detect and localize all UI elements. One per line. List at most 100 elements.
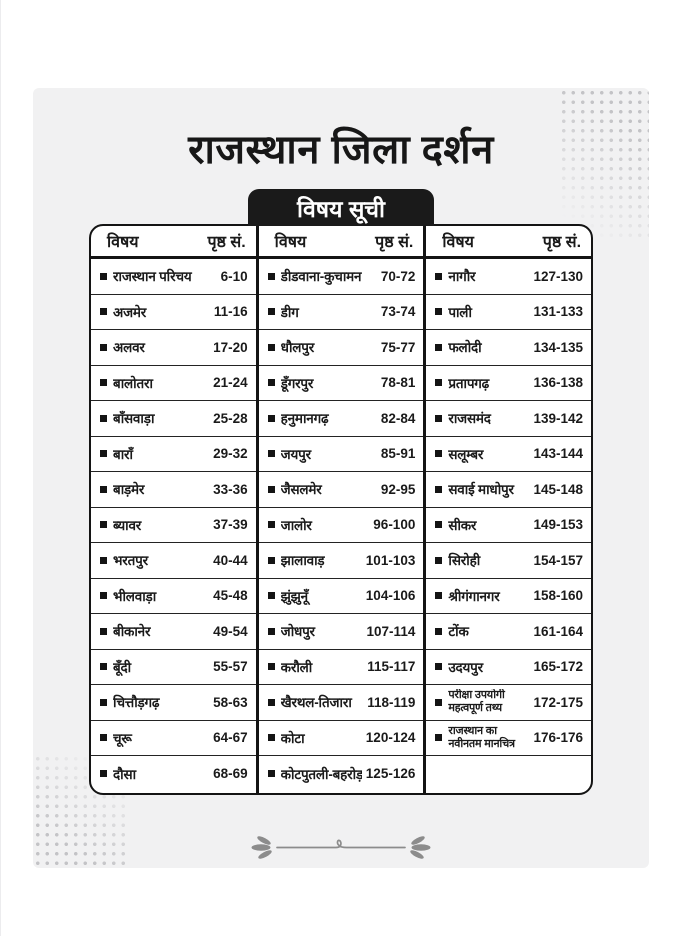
bullet-square-icon <box>100 272 107 280</box>
toc-topic: जोधपुर <box>280 624 315 640</box>
toc-pages: 25-28 <box>213 410 248 426</box>
toc-pages: 96-100 <box>373 517 416 533</box>
toc-row: चित्तौड़गढ़ 58-63 <box>91 685 256 721</box>
toc-row: धौलपुर 75-77 <box>258 330 424 366</box>
bullet-square-icon <box>100 450 107 458</box>
toc-pages: 134-135 <box>533 339 584 355</box>
toc-heading-label: विषय सूची <box>297 195 385 222</box>
toc-pages: 82-84 <box>380 410 416 426</box>
toc-topic: सलूम्बर <box>448 446 484 462</box>
toc-topic: बूँदी <box>113 659 131 675</box>
toc-column-2: विषय पृष्ठ सं. डीडवाना-कुचामन 70-72 डीग 73-… <box>255 226 424 793</box>
toc-column-3: विषय पृष्ठ सं. नागौर 127-130 पाली 131-133 फल… <box>423 226 591 793</box>
bullet-square-icon <box>435 414 443 422</box>
bullet-square-icon <box>267 592 275 600</box>
toc-pages: 75-77 <box>380 339 416 355</box>
toc-pages: 139-142 <box>533 410 584 426</box>
bullet-square-icon <box>435 343 443 351</box>
bullet-square-icon <box>267 556 275 564</box>
bullet-square-icon <box>267 698 275 706</box>
toc-row: बीकानेर 49-54 <box>91 614 256 650</box>
toc-topic: बालोतरा <box>113 375 153 391</box>
toc-row: जालोर 96-100 <box>258 508 424 543</box>
toc-topic: राजस्थान का नवीनतम मानचित्र <box>448 724 515 750</box>
toc-topic: टोंक <box>448 624 469 640</box>
toc-topic: सवाई माधोपुर <box>448 482 514 498</box>
toc-row: सीकर 149-153 <box>426 508 591 543</box>
toc-pages: 158-160 <box>533 588 584 604</box>
bullet-square-icon <box>100 734 107 742</box>
toc-pages: 127-130 <box>533 268 584 284</box>
bullet-square-icon <box>100 556 107 564</box>
column-header-page: पृष्ठ सं. <box>375 234 414 251</box>
toc-topic: कोटपुतली-बहरोड़ <box>280 766 362 782</box>
bullet-square-icon <box>435 592 443 600</box>
toc-pages: 115-117 <box>367 659 416 675</box>
bullet-square-icon <box>435 485 443 493</box>
toc-topic: राजस्थान परिचय <box>113 269 192 285</box>
toc-pages: 73-74 <box>380 304 416 320</box>
toc-row: अजमेर 11-16 <box>91 295 256 330</box>
toc-table: विषय पृष्ठ सं. राजस्थान परिचय 6-10 अजमेर 11… <box>89 224 593 795</box>
toc-row: खैरथल-तिजारा 118-119 <box>258 685 424 721</box>
toc-pages: 33-36 <box>213 481 248 497</box>
column-header-page: पृष्ठ सं. <box>207 234 246 251</box>
toc-pages: 17-20 <box>213 339 248 355</box>
toc-pages: 101-103 <box>365 552 416 568</box>
toc-pages: 145-148 <box>533 481 584 497</box>
toc-pages: 6-10 <box>220 268 248 284</box>
bullet-square-icon <box>435 627 443 635</box>
toc-row: कोटपुतली-बहरोड़ 125-126 <box>259 756 424 792</box>
toc-row: चूरू 64-67 <box>91 721 256 756</box>
toc-row: बालोतरा 21-24 <box>91 366 256 401</box>
bullet-square-icon <box>435 272 443 280</box>
toc-topic: बाड़मेर <box>113 482 145 498</box>
toc-topic: झुंझुनूँ <box>280 588 309 604</box>
toc-row: जयपुर 85-91 <box>258 437 424 472</box>
toc-pages: 37-39 <box>213 517 248 533</box>
bullet-square-icon <box>100 627 107 635</box>
bullet-square-icon <box>267 770 275 778</box>
toc-topic: भीलवाड़ा <box>113 588 157 604</box>
toc-topic: दौसा <box>113 766 136 782</box>
bullet-square-icon <box>100 770 107 778</box>
toc-topic: भरतपुर <box>113 553 148 569</box>
toc-topic: अलवर <box>113 340 145 356</box>
toc-pages: 154-157 <box>533 552 584 568</box>
bullet-square-icon <box>435 698 443 706</box>
bullet-square-icon <box>267 272 275 280</box>
toc-topic: हनुमानगढ़ <box>280 411 329 427</box>
decorative-divider-flourish <box>251 836 431 859</box>
column-header-topic: विषय <box>107 234 139 251</box>
toc-row: फलोदी 134-135 <box>426 330 591 366</box>
column-header: विषय पृष्ठ सं. <box>91 226 256 259</box>
toc-topic: बीकानेर <box>113 624 151 640</box>
toc-topic: फलोदी <box>448 340 482 356</box>
bullet-square-icon <box>267 308 275 316</box>
toc-pages: 29-32 <box>213 446 248 462</box>
toc-row: हनुमानगढ़ 82-84 <box>258 401 424 437</box>
toc-pages: 58-63 <box>213 694 248 710</box>
toc-row: श्रीगंगानगर 158-160 <box>426 579 591 614</box>
toc-column-1: विषय पृष्ठ सं. राजस्थान परिचय 6-10 अजमेर 11… <box>91 226 256 793</box>
toc-pages: 40-44 <box>213 552 248 568</box>
toc-topic: प्रतापगढ़ <box>448 375 490 391</box>
toc-topic: डूँगरपुर <box>280 375 314 391</box>
bullet-square-icon <box>100 592 107 600</box>
toc-topic: परीक्षा उपयोगी महत्वपूर्ण तथ्य <box>448 689 505 715</box>
toc-row: बाड़मेर 33-36 <box>91 472 256 508</box>
toc-pages: 131-133 <box>533 304 584 320</box>
column-header: विषय पृष्ठ सं. <box>426 226 591 259</box>
toc-row: पाली 131-133 <box>426 295 591 330</box>
toc-pages: 49-54 <box>213 623 248 639</box>
toc-row: उदयपुर 165-172 <box>426 650 591 685</box>
bullet-square-icon <box>100 521 107 529</box>
toc-topic: बाँसवाड़ा <box>113 411 155 427</box>
toc-pages: 120-124 <box>365 730 416 746</box>
toc-pages: 85-91 <box>380 446 416 462</box>
bullet-square-icon <box>100 663 107 671</box>
toc-pages: 21-24 <box>213 375 248 391</box>
toc-topic: डीग <box>280 304 299 320</box>
toc-row: भरतपुर 40-44 <box>91 543 256 579</box>
